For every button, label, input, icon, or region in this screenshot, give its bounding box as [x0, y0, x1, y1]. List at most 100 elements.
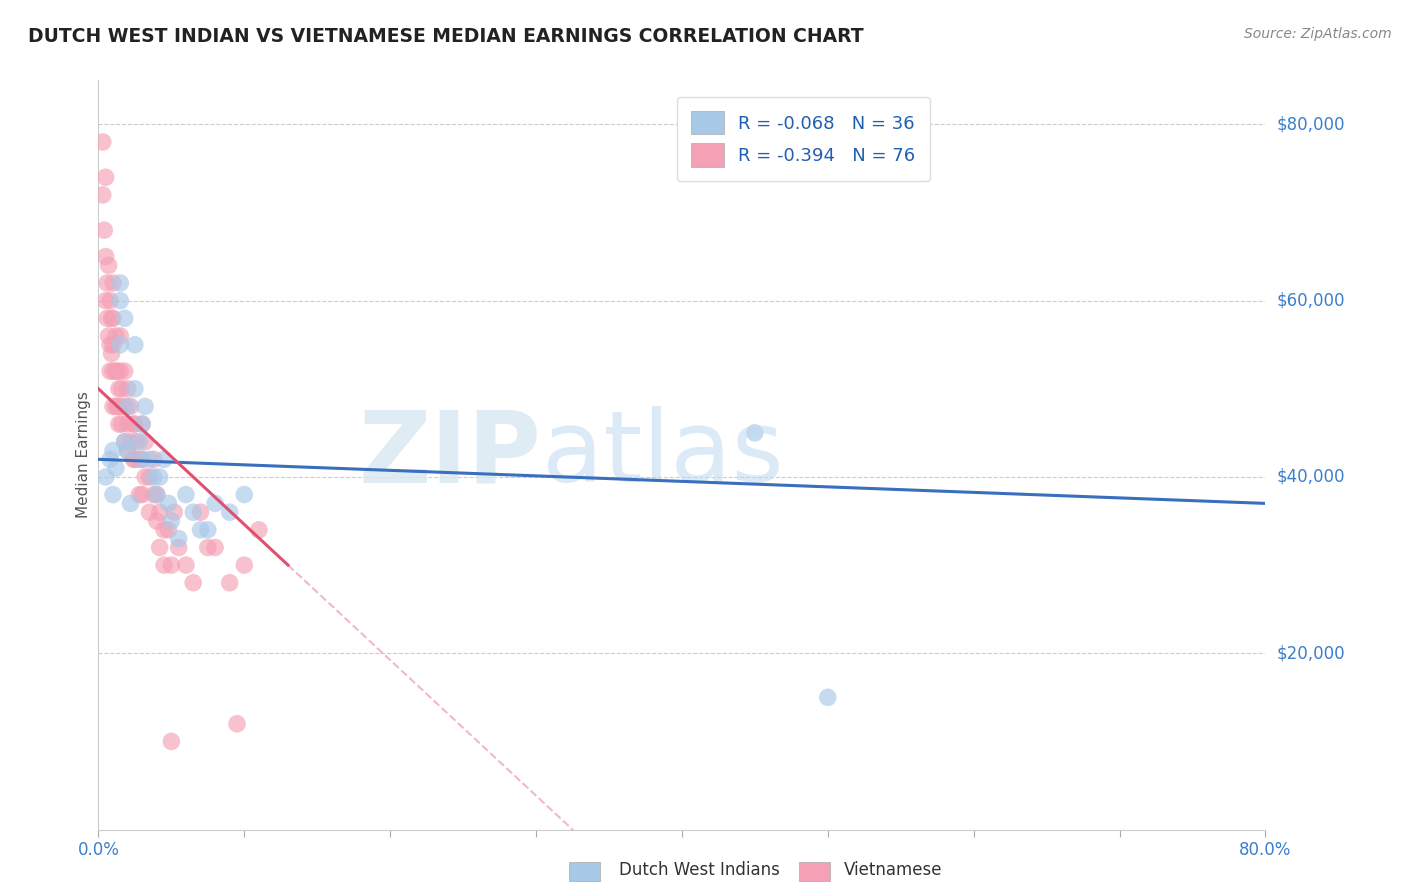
Point	[163, 505, 186, 519]
Point	[108, 382, 131, 396]
Point	[181, 575, 204, 590]
Point	[149, 470, 172, 484]
Point	[117, 443, 139, 458]
Point	[149, 505, 172, 519]
Point	[128, 487, 150, 501]
Text: atlas: atlas	[541, 407, 783, 503]
Point	[157, 523, 180, 537]
Point	[142, 470, 165, 484]
Point	[110, 293, 132, 308]
Point	[131, 417, 153, 431]
Point	[104, 400, 127, 414]
Text: Source: ZipAtlas.com: Source: ZipAtlas.com	[1244, 27, 1392, 41]
Point	[160, 734, 183, 748]
Text: $80,000: $80,000	[1277, 115, 1346, 134]
Point	[204, 541, 226, 555]
Point	[104, 329, 127, 343]
Point	[101, 311, 124, 326]
Point	[114, 400, 136, 414]
Point	[100, 346, 122, 360]
Point	[134, 470, 156, 484]
Point	[131, 452, 153, 467]
Point	[125, 434, 148, 449]
Point	[181, 505, 204, 519]
Point	[94, 250, 117, 264]
Point	[817, 690, 839, 705]
Point	[142, 452, 165, 467]
Point	[167, 532, 190, 546]
Point	[138, 470, 160, 484]
Point	[153, 452, 176, 467]
Point	[128, 452, 150, 467]
Point	[104, 461, 127, 475]
Point	[134, 400, 156, 414]
Point	[124, 382, 146, 396]
Point	[114, 364, 136, 378]
Text: DUTCH WEST INDIAN VS VIETNAMESE MEDIAN EARNINGS CORRELATION CHART: DUTCH WEST INDIAN VS VIETNAMESE MEDIAN E…	[28, 27, 863, 45]
Point	[101, 364, 124, 378]
Point	[204, 496, 226, 510]
Point	[110, 329, 132, 343]
Point	[110, 364, 132, 378]
Point	[117, 417, 139, 431]
Point	[174, 487, 197, 501]
Point	[134, 434, 156, 449]
Text: $40,000: $40,000	[1277, 468, 1346, 486]
Point	[197, 523, 219, 537]
Point	[124, 452, 146, 467]
Point	[138, 505, 160, 519]
Point	[93, 223, 115, 237]
Point	[91, 187, 114, 202]
Point	[160, 558, 183, 573]
Point	[114, 311, 136, 326]
Point	[120, 434, 142, 449]
Point	[97, 259, 120, 273]
Point	[160, 514, 183, 528]
Point	[131, 417, 153, 431]
Point	[94, 170, 117, 185]
Point	[138, 452, 160, 467]
Point	[96, 276, 118, 290]
Point	[110, 400, 132, 414]
Point	[105, 364, 128, 378]
Point	[174, 558, 197, 573]
Point	[142, 487, 165, 501]
Point	[124, 337, 146, 351]
Point	[128, 434, 150, 449]
Point	[111, 417, 134, 431]
Point	[94, 470, 117, 484]
Point	[91, 135, 114, 149]
Point	[247, 523, 270, 537]
Text: $60,000: $60,000	[1277, 292, 1346, 310]
Point	[114, 434, 136, 449]
Point	[149, 541, 172, 555]
Point	[190, 523, 212, 537]
Point	[105, 400, 128, 414]
Point	[190, 505, 212, 519]
Text: Vietnamese: Vietnamese	[844, 861, 942, 879]
Point	[98, 452, 121, 467]
Point	[96, 311, 118, 326]
Point	[153, 558, 176, 573]
Point	[110, 276, 132, 290]
Point	[233, 487, 256, 501]
Point	[226, 716, 249, 731]
Point	[101, 487, 124, 501]
Point	[101, 337, 124, 351]
Point	[157, 496, 180, 510]
Point	[122, 452, 145, 467]
Point	[120, 496, 142, 510]
Point	[233, 558, 256, 573]
Point	[124, 417, 146, 431]
Point	[122, 417, 145, 431]
Point	[131, 487, 153, 501]
Point	[101, 276, 124, 290]
Point	[101, 400, 124, 414]
Point	[98, 337, 121, 351]
Point	[110, 337, 132, 351]
Point	[117, 382, 139, 396]
Point	[98, 293, 121, 308]
Point	[197, 541, 219, 555]
Text: $20,000: $20,000	[1277, 644, 1346, 662]
Point	[111, 382, 134, 396]
